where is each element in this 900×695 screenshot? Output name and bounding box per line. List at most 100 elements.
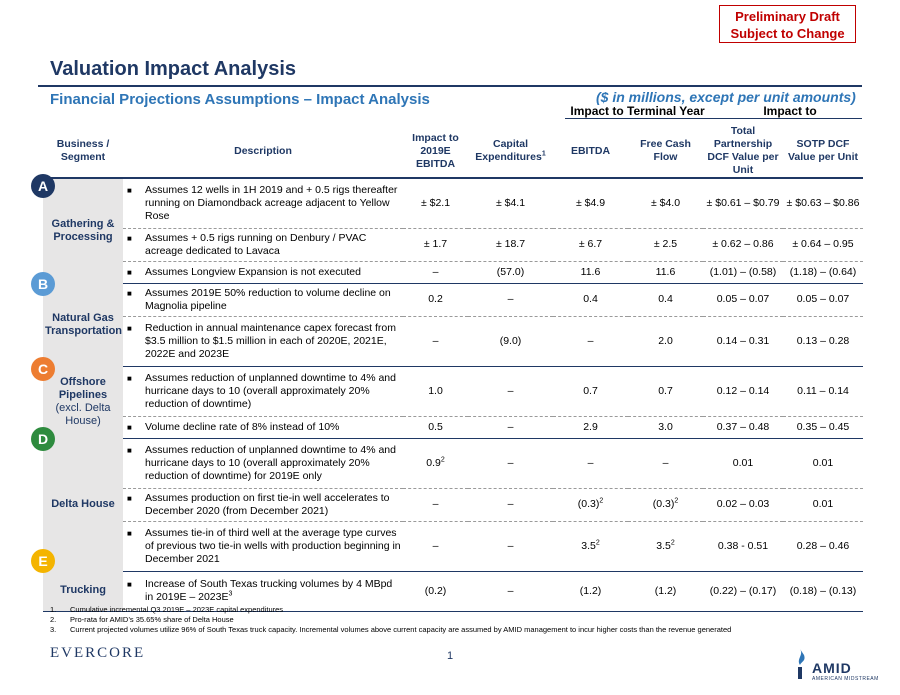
description-text: Assumes 2019E 50% reduction to volume de…	[145, 287, 401, 313]
description-value: Assumes production on first tie-in well …	[145, 491, 390, 517]
page-title: Valuation Impact Analysis	[50, 58, 297, 80]
capex-cell-value: –	[507, 498, 514, 510]
ebitda-cell-value: ± 6.7	[578, 238, 603, 250]
total-partnership-cell: 0.12 – 0.14	[703, 366, 783, 417]
fcf-cell: ± 2.5	[628, 228, 703, 262]
fcf-cell-value: ± $4.0	[650, 196, 681, 209]
fcf-cell: 11.6	[628, 261, 703, 284]
bullet-icon: ■	[127, 267, 132, 277]
table-row: ■ Assumes Longview Expansion is not execu…	[43, 261, 863, 284]
sotp-cell-value: 0.11 – 0.14	[797, 384, 849, 397]
sotp-cell: 0.28 – 0.46	[783, 521, 863, 572]
total-partnership-cell-value: 0.01	[732, 456, 754, 469]
impact-ebitda-cell-value: –	[432, 498, 439, 510]
table-row: Offshore Pipelines (excl. Delta House) ■ As…	[43, 366, 863, 438]
impact-ebitda-cell: –	[403, 261, 468, 284]
total-partnership-cell: (0.22) – (0.17)	[703, 571, 783, 612]
fcf-cell-value: (0.3)	[652, 498, 675, 510]
bullet-icon: ■	[127, 373, 132, 383]
ebitda-cell: (1.2)	[553, 571, 628, 612]
ebitda-cell: 3.52	[553, 521, 628, 572]
impact-ebitda-cell: 0.5	[403, 416, 468, 439]
segment-label: Trucking	[43, 571, 123, 612]
fcf-cell: ± $4.0	[628, 178, 703, 229]
fcf-cell-value: 0.4	[658, 293, 673, 305]
draft-line-2: Subject to Change	[730, 26, 845, 41]
footnote-1-text: Cumulative incremental Q3 2019E – 2023E …	[70, 605, 284, 614]
description-value: Assumes tie-in of third well at the aver…	[145, 526, 401, 565]
header-capex-footnote: 1	[541, 150, 546, 158]
sotp-cell-value: 0.28 – 0.46	[796, 539, 850, 552]
total-partnership-cell: (1.01) – (0.58)	[703, 261, 783, 284]
segment-name: Gathering & Processing	[51, 218, 115, 243]
fcf-cell: 3.0	[628, 416, 703, 439]
sotp-cell-value: 0.05 – 0.07	[796, 293, 850, 305]
ebitda-cell: 0.4	[553, 283, 628, 317]
sotp-cell: 0.05 – 0.07	[783, 283, 863, 317]
capex-cell: –	[468, 416, 553, 439]
section-badge-b: B	[31, 272, 55, 296]
fcf-cell: 2.0	[628, 316, 703, 367]
sotp-cell-value: 0.01	[812, 498, 834, 510]
capex-cell: (57.0)	[468, 261, 553, 284]
capex-cell: –	[468, 488, 553, 522]
total-partnership-cell-value: 0.05 – 0.07	[716, 293, 770, 305]
bullet-icon: ■	[127, 233, 132, 243]
bullet-icon: ■	[127, 580, 132, 589]
capex-cell-value: ± 18.7	[495, 238, 526, 250]
fcf-cell: 0.4	[628, 283, 703, 317]
total-partnership-cell: ± $0.61 – $0.79	[703, 178, 783, 229]
fcf-cell-value: 3.5	[656, 539, 671, 552]
ebitda-cell-value: –	[587, 334, 594, 347]
page-subtitle: Financial Projections Assumptions – Impa…	[50, 91, 430, 108]
header-fcf: Free Cash Flow	[640, 138, 691, 163]
ebitda-cell-value: 11.6	[580, 265, 601, 278]
impact-ebitda-cell: –	[403, 488, 468, 522]
capex-cell-value: –	[507, 539, 514, 552]
impact-ebitda-cell: 0.2	[403, 283, 468, 317]
footnote-2-text: Pro-rata for AMID’s 35.65% share of Delt…	[70, 615, 234, 624]
bullet-icon: ■	[127, 185, 132, 195]
page-number: 1	[447, 650, 454, 662]
description-text: Assumes reduction of unplanned downtime …	[145, 444, 401, 483]
sotp-cell: 0.35 – 0.45	[783, 416, 863, 439]
section-badge-d: D	[31, 427, 55, 451]
total-partnership-cell-value: 0.02 – 0.03	[716, 498, 770, 510]
description-value: Assumes + 0.5 rigs running on Denbury / …	[145, 231, 367, 257]
description-value: Increase of South Texas trucking volumes…	[145, 578, 393, 603]
row-description: ■ Increase of South Texas trucking volume…	[123, 571, 403, 612]
description-footnote: 3	[228, 590, 233, 598]
ebitda-cell: ± 6.7	[553, 228, 628, 262]
row-description: ■ Assumes reduction of unplanned downtime…	[123, 438, 403, 489]
total-partnership-cell-value: (0.22) – (0.17)	[709, 584, 777, 597]
section-badge-c: C	[31, 357, 55, 381]
ebitda-cell-value: ± $4.9	[575, 196, 606, 209]
total-partnership-cell-value: 0.37 – 0.48	[716, 420, 770, 433]
capex-cell-value: (9.0)	[499, 334, 522, 347]
impact-ebitda-cell: (0.2)	[403, 571, 468, 612]
footnote-1-number: 1.	[50, 605, 57, 614]
impact-terminal-label: Impact to Terminal Year	[570, 104, 705, 118]
ebitda-cell-value: (0.3)	[577, 498, 600, 510]
ebitda-cell: 0.7	[553, 366, 628, 417]
ebitda-cell: (0.3)2	[553, 488, 628, 522]
amid-logo-sub: AMERICAN MIDSTREAM	[812, 676, 879, 682]
ebitda-cell-value: 0.7	[583, 384, 598, 397]
sotp-cell: 0.13 – 0.28	[783, 316, 863, 367]
capex-cell-value: –	[507, 293, 514, 305]
fcf-cell-value: (1.2)	[654, 584, 677, 597]
ebitda-cell: –	[553, 438, 628, 489]
impact-ebitda-cell-footnote: 2	[440, 456, 445, 463]
draft-stamp: Preliminary Draft Subject to Change	[719, 5, 856, 43]
sotp-cell: (1.18) – (0.64)	[783, 261, 863, 284]
table-header-row: Business / Segment Description Impact to…	[43, 125, 863, 178]
description-value: Assumes 12 wells in 1H 2019 and + 0.5 ri…	[145, 183, 398, 222]
sotp-cell-value: 0.01	[812, 456, 834, 469]
impact-ebitda-cell-value: 0.9	[426, 456, 441, 469]
fcf-cell: –	[628, 438, 703, 489]
table-row: Gathering & Processing ■ Assumes 12 wells …	[43, 178, 863, 283]
capex-cell: –	[468, 438, 553, 489]
fcf-cell: (1.2)	[628, 571, 703, 612]
description-text: Increase of South Texas trucking volumes…	[145, 578, 401, 604]
bullet-icon: ■	[127, 422, 132, 432]
